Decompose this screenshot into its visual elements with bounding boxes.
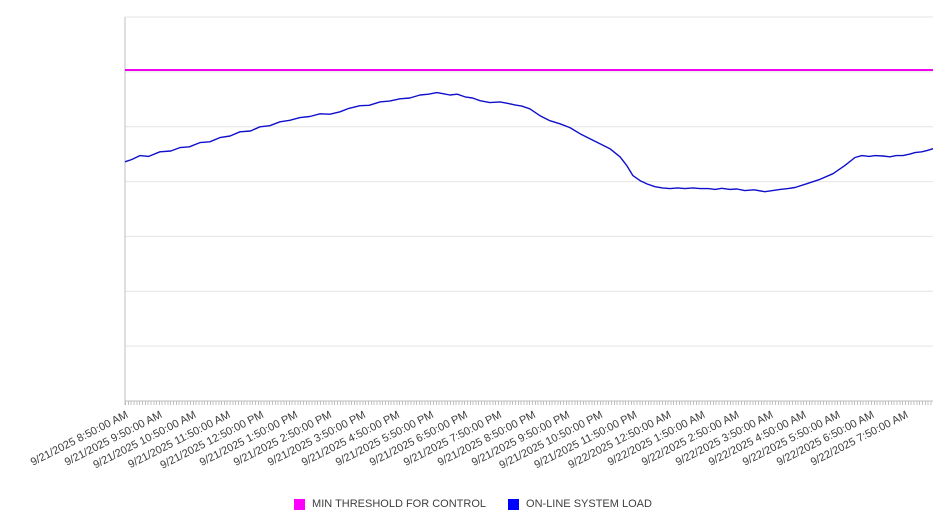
legend-item-threshold: MIN THRESHOLD FOR CONTROL bbox=[294, 498, 486, 510]
legend-swatch-system-load bbox=[508, 498, 520, 510]
legend-label-system-load: ON-LINE SYSTEM LOAD bbox=[526, 498, 652, 510]
system-load-line bbox=[124, 91, 934, 193]
legend-item-system-load: ON-LINE SYSTEM LOAD bbox=[508, 498, 652, 510]
legend-swatch-threshold bbox=[294, 498, 306, 510]
chart-legend: MIN THRESHOLD FOR CONTROL ON-LINE SYSTEM… bbox=[0, 498, 946, 510]
legend-label-threshold: MIN THRESHOLD FOR CONTROL bbox=[312, 498, 487, 510]
x-axis-minor-ticks bbox=[125, 401, 933, 405]
